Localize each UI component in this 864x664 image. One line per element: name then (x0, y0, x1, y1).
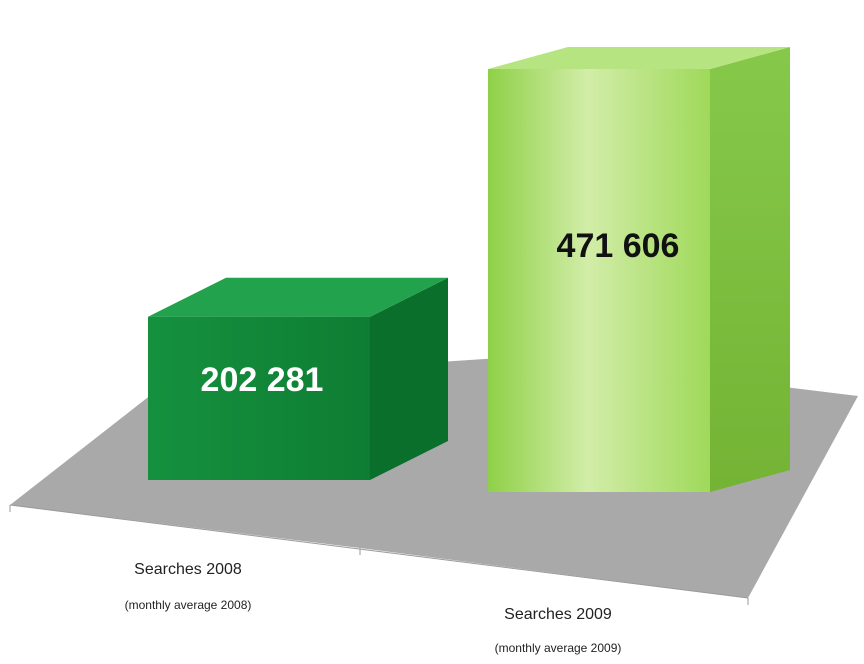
bar-2008-value-label: 202 281 (201, 361, 324, 399)
category-sublabel-2008: (monthly average 2008) (125, 598, 252, 612)
bar-2008-front-face (148, 316, 370, 480)
bar-2009: 471 606 (488, 47, 790, 492)
floor-edge (9, 504, 749, 599)
bar-2008-side-face (370, 277, 448, 480)
bar-2008-top-face (148, 277, 448, 317)
bars-layer: 202 281 471 606 (148, 47, 790, 492)
bar-2009-side-face (710, 47, 790, 492)
category-label-2008: Searches 2008 (134, 561, 242, 578)
bar-2008: 202 281 (148, 277, 448, 480)
category-sublabel-2009: (monthly average 2009) (495, 641, 622, 655)
category-label-2009: Searches 2009 (504, 606, 612, 623)
bar-2009-value-label: 471 606 (557, 227, 680, 265)
bar-2009-top-face (488, 47, 790, 69)
bar-2009-front-face (488, 69, 710, 492)
